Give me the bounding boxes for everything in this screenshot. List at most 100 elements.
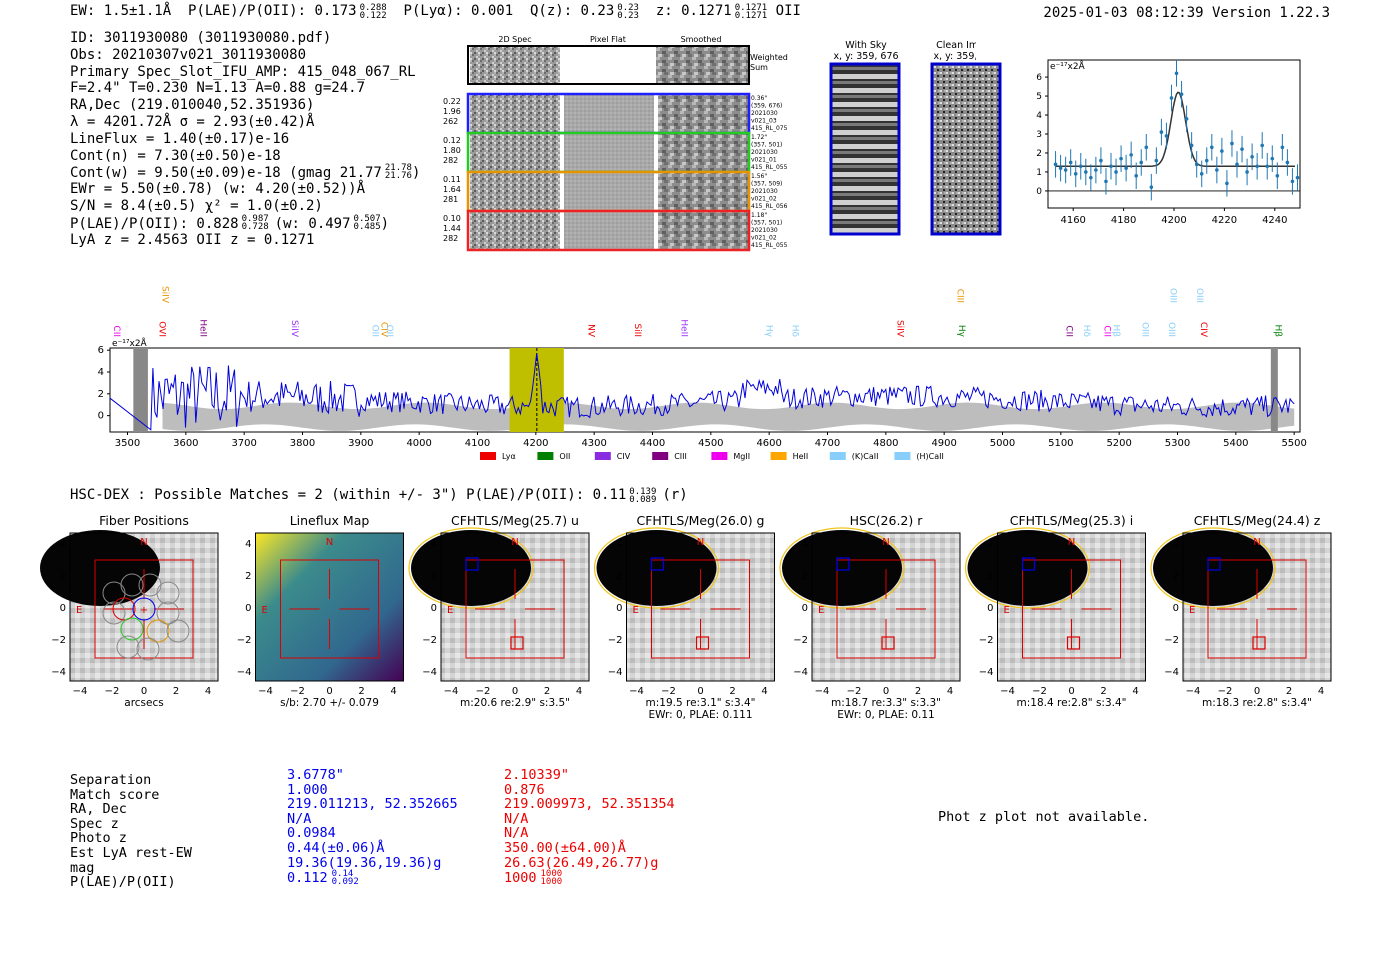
info-lambda: λ = 4201.72Å σ = 2.93(±0.42)Å [70, 113, 315, 130]
north-label: N [1068, 537, 1075, 548]
data-point [1154, 158, 1159, 163]
panel-frame [69, 532, 219, 682]
data-point [1230, 141, 1234, 146]
match-1-marker [650, 557, 665, 571]
cutout-weight-1: 0.11 [443, 175, 461, 184]
hsc-line-text: HSC-DEX : Possible Matches = 2 (within +… [70, 487, 627, 503]
north-label: N [1253, 537, 1260, 548]
legend-label: OII [559, 452, 570, 461]
north-label: N [140, 537, 147, 548]
data-point [1260, 143, 1264, 148]
data-point [1078, 164, 1083, 169]
cutout-weight-3: 262 [443, 117, 458, 126]
cutout-meta: v021_01 [751, 157, 777, 164]
galaxy-aperture [779, 527, 905, 609]
x-tick-label: 3500 [115, 438, 140, 449]
imaging-panel: CFHTLS/Meg(25.3) iNE−4 −2 0 2 4420−2−4m:18.4… [964, 513, 1146, 709]
emission-line-label: NV [585, 324, 595, 338]
line-fit-frame [1047, 59, 1301, 209]
data-point [1295, 175, 1300, 180]
legend-label: CIV [617, 452, 631, 461]
legend-label: HeII [793, 452, 809, 461]
sky-cutouts-panel: With Sky x, y: 359, 676 Clean Image x, y… [833, 40, 976, 62]
emission-line-label: SiIV [160, 286, 170, 304]
x-tick-label: 3700 [231, 438, 256, 449]
legend-swatch [894, 452, 911, 460]
cutout-2d-spec [470, 173, 560, 210]
cutout-meta: (357, 501) [751, 220, 782, 227]
fiber-circle [156, 581, 180, 605]
match-value: 19.36(19.36,19.36)g [287, 854, 442, 871]
legend-label: CIII [674, 452, 687, 461]
lineflux-map-image [255, 533, 404, 681]
data-point [1265, 164, 1270, 169]
y-tick-label: 0 [431, 603, 437, 614]
cutout-meta: (359, 676) [751, 103, 782, 110]
cutout-2d-spec [470, 212, 560, 249]
cutout-meta: v021_02 [751, 196, 777, 203]
y-unit-label: e⁻¹⁷x2Å [112, 337, 148, 349]
emission-line-label: OII [370, 325, 380, 337]
x-tick-label: 2 [173, 686, 179, 697]
emission-line-label: OIII [1166, 322, 1176, 337]
match-field-label: Separation [70, 772, 152, 788]
data-point [1124, 166, 1128, 170]
east-label: E [1189, 605, 1195, 616]
data-point [1089, 175, 1093, 180]
spectrum-line [109, 353, 1295, 431]
x-tick-label: 4160 [1060, 215, 1085, 226]
info-id: ID: 3011930080 (3011930080.pdf) [70, 30, 332, 46]
match-2-marker [1066, 636, 1081, 650]
info-lineflux: LineFlux = 1.40(±0.17)e-16 [70, 130, 290, 147]
data-point [1220, 149, 1224, 153]
y-tick-label: 0 [98, 411, 104, 422]
x-tick-label: 5000 [990, 438, 1015, 449]
info-lya-z: LyA z = 2.4563 OII z = 0.1271 [70, 231, 315, 248]
info-plae-w-hi: 0.507 [353, 213, 381, 224]
x-tick-label: −2 [476, 686, 491, 697]
y-tick-label: 6 [98, 345, 104, 356]
match-value: N/A [504, 810, 529, 827]
panel-caption: m:20.6 re:2.9" s:3.5" [460, 697, 570, 709]
y-tick-label: 0 [60, 603, 66, 614]
data-point [1189, 143, 1194, 148]
match-2-marker [881, 636, 895, 650]
match-col-1: 3.6778" 1.000 219.011213, 52.352665 N/A 0.09… [287, 768, 458, 887]
emission-line-label: SiII [632, 323, 642, 337]
cutout-2d-spec [470, 134, 560, 171]
emission-line-label: Hβ [1110, 324, 1120, 337]
match-1-marker [465, 557, 479, 571]
fiber-circle [136, 637, 160, 661]
north-label: N [882, 537, 889, 548]
data-point [1280, 145, 1285, 150]
data-point [1210, 145, 1214, 150]
cutout-weight-3: 282 [443, 156, 458, 165]
cutout-pixel-flat [564, 212, 654, 249]
x-tick-label: 4200 [523, 438, 548, 449]
match-value: 26.63(26.49,26.77)g [504, 854, 659, 871]
legend-swatch [480, 452, 496, 460]
galaxy-aperture [1150, 527, 1276, 609]
info-plae-hi: 0.987 [241, 213, 269, 224]
fiber-circle [102, 601, 126, 625]
emission-line-label: HeII [679, 319, 689, 337]
data-point [1204, 158, 1209, 163]
header-plya: P(Lyα): 0.001 [403, 3, 514, 19]
data-point [1084, 170, 1088, 174]
data-point [1129, 153, 1133, 157]
x-tick-label: 4 [761, 686, 767, 697]
noise-band [162, 402, 1295, 431]
match-2-marker [1252, 636, 1266, 650]
header-plae-hi: 0.288 [359, 3, 387, 13]
x-tick-label: 0 [1254, 686, 1260, 697]
data-point [1275, 173, 1280, 178]
y-tick-label: −2 [793, 635, 808, 646]
x-tick-label: 5200 [1106, 438, 1131, 449]
east-label: E [1004, 605, 1010, 616]
info-obs: Obs: 20210307v021_3011930080 [70, 46, 307, 63]
match-field-label: P(LAE)/P(OII) [70, 874, 176, 891]
data-point [1184, 117, 1189, 121]
data-point [1199, 172, 1204, 176]
panel-frame [811, 532, 961, 682]
